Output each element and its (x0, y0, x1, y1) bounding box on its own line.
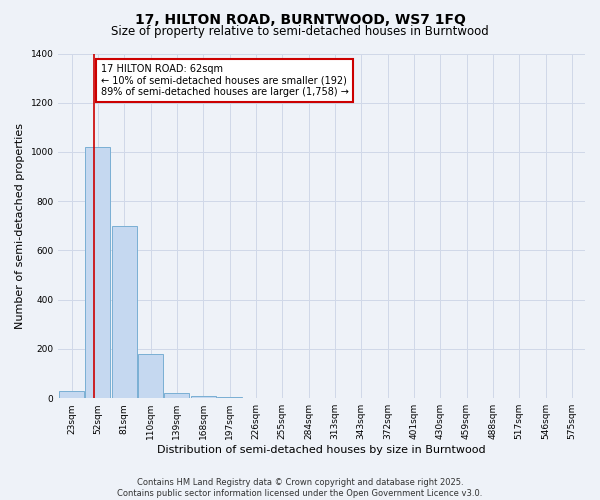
Bar (217, 397, 242, 398)
Bar (59, 391, 84, 398)
Text: 17, HILTON ROAD, BURNTWOOD, WS7 1FQ: 17, HILTON ROAD, BURNTWOOD, WS7 1FQ (134, 12, 466, 26)
Bar (164, 394, 190, 398)
Text: 17 HILTON ROAD: 62sqm
← 10% of semi-detached houses are smaller (192)
89% of sem: 17 HILTON ROAD: 62sqm ← 10% of semi-deta… (101, 64, 349, 97)
Bar (191, 396, 216, 398)
Y-axis label: Number of semi-detached properties: Number of semi-detached properties (15, 123, 25, 329)
Bar (138, 354, 163, 398)
Text: Size of property relative to semi-detached houses in Burntwood: Size of property relative to semi-detach… (111, 25, 489, 38)
X-axis label: Distribution of semi-detached houses by size in Burntwood: Distribution of semi-detached houses by … (157, 445, 486, 455)
Bar (112, 226, 137, 398)
Bar (85, 147, 110, 398)
Text: Contains HM Land Registry data © Crown copyright and database right 2025.
Contai: Contains HM Land Registry data © Crown c… (118, 478, 482, 498)
